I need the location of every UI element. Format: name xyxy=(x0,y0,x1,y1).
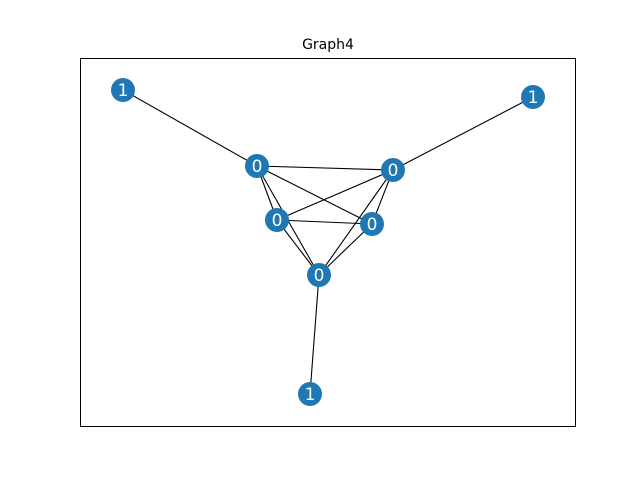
edge-n4-n5 xyxy=(276,219,373,225)
node-label: 1 xyxy=(305,385,316,405)
node-circle xyxy=(381,158,405,182)
node-label: 0 xyxy=(252,157,263,177)
node-label: 0 xyxy=(367,215,378,235)
graph-node: 0 xyxy=(307,263,331,287)
node-label: 0 xyxy=(272,211,283,231)
edge-n2-n3 xyxy=(256,165,394,171)
graph-node: 0 xyxy=(265,208,289,232)
graph-node: 1 xyxy=(298,382,322,406)
node-circle xyxy=(265,208,289,232)
plot-frame xyxy=(80,58,576,427)
graph-node: 0 xyxy=(245,154,269,178)
node-circle xyxy=(521,85,545,109)
graph-title: Graph4 xyxy=(302,37,354,53)
graph-node: 1 xyxy=(111,78,135,102)
graph-node: 0 xyxy=(381,158,405,182)
edge-n5-n6 xyxy=(318,223,373,276)
graph-node: 0 xyxy=(360,212,384,236)
graph-node: 1 xyxy=(521,85,545,109)
node-circle xyxy=(298,382,322,406)
edge-n3-n6 xyxy=(318,169,394,276)
edge-n1-n3 xyxy=(392,96,534,171)
node-circle xyxy=(111,78,135,102)
node-label: 1 xyxy=(118,81,129,101)
node-circle xyxy=(307,263,331,287)
edge-n2-n5 xyxy=(256,165,373,225)
node-circle xyxy=(360,212,384,236)
node-label: 0 xyxy=(388,161,399,181)
edge-n7-n6 xyxy=(309,274,320,395)
node-label: 0 xyxy=(314,266,325,286)
node-label: 1 xyxy=(528,88,539,108)
graph-nodes: 1 1 0 0 0 0 0 1 xyxy=(111,78,545,406)
edge-n0-n2 xyxy=(122,89,258,167)
node-circle xyxy=(245,154,269,178)
edge-n3-n4 xyxy=(276,169,394,221)
